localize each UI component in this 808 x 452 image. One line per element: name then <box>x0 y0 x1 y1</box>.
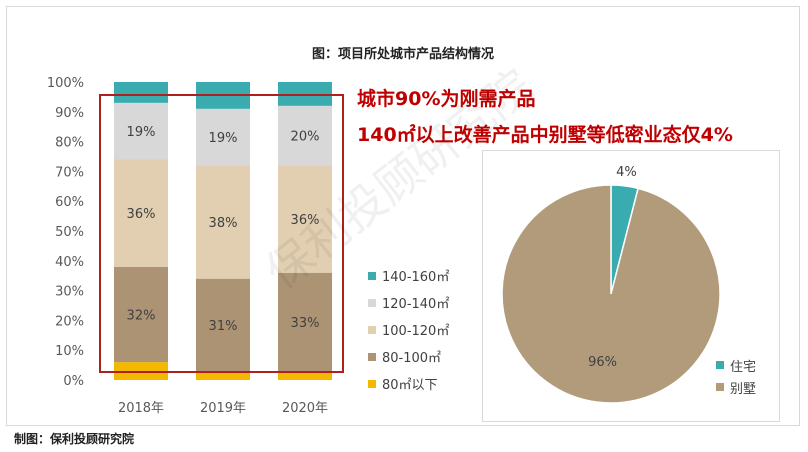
bar-segment <box>278 272 332 372</box>
legend-label: 100-120㎡ <box>382 324 449 339</box>
x-tick-label: 2019年 <box>200 401 246 416</box>
bar-segment <box>278 371 332 380</box>
chart-title: 图：项目所处城市产品结构情况 <box>311 47 494 62</box>
bar-segment <box>114 266 168 363</box>
bar-segment <box>196 165 250 279</box>
legend-label: 80-100㎡ <box>382 351 441 366</box>
legend-swatch <box>368 326 376 334</box>
x-tick-label: 2018年 <box>118 401 164 416</box>
pie-legend: 住宅 别墅 <box>716 354 756 398</box>
y-tick-label: 20% <box>55 314 84 329</box>
legend-swatch <box>716 361 724 369</box>
y-tick-label: 0% <box>63 374 84 389</box>
bar-segment <box>114 102 168 160</box>
legend-swatch <box>368 272 376 280</box>
data-label: 19% <box>209 131 238 146</box>
y-tick-label: 90% <box>55 106 84 121</box>
pie-panel: 4% 96% 住宅 别墅 <box>482 150 780 422</box>
data-label: 36% <box>127 207 156 222</box>
y-tick-label: 60% <box>55 195 84 210</box>
pie-chart: 4% 96% <box>501 165 721 404</box>
legend-label: 140-160㎡ <box>382 270 449 285</box>
bar-segment <box>196 108 250 166</box>
pie-data-label: 96% <box>588 355 617 370</box>
y-tick-label: 30% <box>55 285 84 300</box>
data-label: 36% <box>291 213 320 228</box>
bar-segment <box>114 82 168 103</box>
highlight-box <box>99 94 344 373</box>
y-tick-label: 10% <box>55 344 84 359</box>
y-tick-label: 70% <box>55 165 84 180</box>
legend-swatch <box>716 383 724 391</box>
data-label: 31% <box>209 319 238 334</box>
annotation-rigid-demand: 城市90%为刚需产品 <box>357 88 536 110</box>
legend-label: 120-140㎡ <box>382 297 449 312</box>
legend-label: 80㎡以下 <box>382 378 438 393</box>
pie-slice <box>501 184 721 404</box>
source-note: 制图：保利投顾研究院 <box>14 432 135 446</box>
y-tick-label: 80% <box>55 136 84 151</box>
legend-swatch <box>368 299 376 307</box>
bar-segment <box>278 105 332 166</box>
bar-segment <box>196 371 250 380</box>
y-tick-label: 50% <box>55 225 84 240</box>
data-label: 19% <box>127 125 156 140</box>
data-label: 20% <box>291 130 320 145</box>
bar-segment <box>278 165 332 273</box>
legend-swatch <box>368 380 376 388</box>
pie-data-label: 4% <box>616 165 637 180</box>
x-tick-label: 2020年 <box>282 401 328 416</box>
pie-legend-item: 别墅 <box>716 376 756 398</box>
pie-legend-item: 住宅 <box>716 354 756 376</box>
bar-segment <box>196 278 250 372</box>
data-label: 33% <box>291 316 320 331</box>
pie-legend-label: 别墅 <box>730 381 757 397</box>
data-label: 32% <box>127 308 156 323</box>
pie-legend-label: 住宅 <box>730 359 757 375</box>
legend-swatch <box>368 353 376 361</box>
y-tick-label: 100% <box>47 76 84 91</box>
bar-segment <box>278 82 332 106</box>
y-tick-label: 40% <box>55 255 84 270</box>
bar-segment <box>114 159 168 267</box>
data-label: 38% <box>209 216 238 231</box>
annotation-villa-share: 140㎡以上改善产品中别墅等低密业态仅4% <box>357 124 733 146</box>
